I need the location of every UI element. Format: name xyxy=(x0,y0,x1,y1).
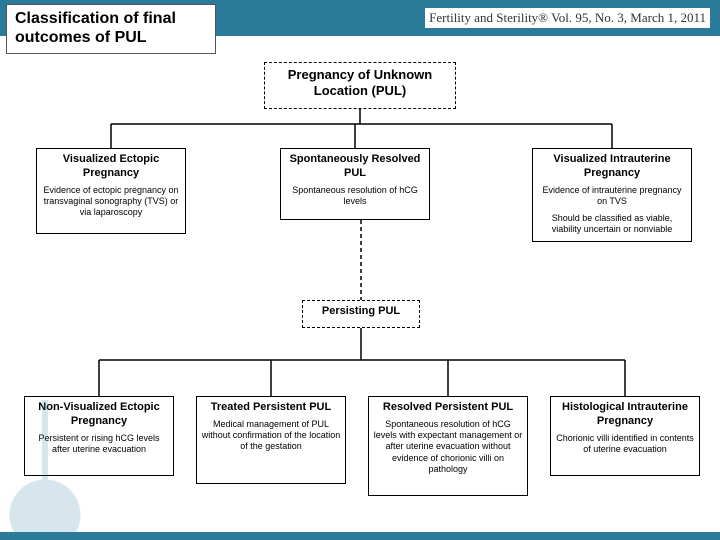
node-body: Medical management of PUL without confir… xyxy=(201,419,341,453)
node-title: Spontaneously Resolved PUL xyxy=(285,153,425,181)
node-body: Evidence of intrauterine pregnancy on TV… xyxy=(537,185,687,208)
node-rpp: Resolved Persistent PUL Spontaneous resol… xyxy=(368,396,528,496)
node-title: Pregnancy of Unknown Location (PUL) xyxy=(269,67,451,100)
node-body: Spontaneous resolution of hCG levels xyxy=(285,185,425,208)
node-title: Resolved Persistent PUL xyxy=(373,401,523,415)
node-title: Histological Intrauterine Pregnancy xyxy=(555,401,695,429)
node-tpp: Treated Persistent PUL Medical management… xyxy=(196,396,346,484)
node-title: Persisting PUL xyxy=(307,305,415,319)
node-srp: Spontaneously Resolved PUL Spontaneous re… xyxy=(280,148,430,220)
page-title: Classification of final outcomes of PUL xyxy=(6,4,216,54)
citation: Fertility and Sterility® Vol. 95, No. 3,… xyxy=(425,8,710,28)
node-body: Spontaneous resolution of hCG levels wit… xyxy=(373,419,523,475)
watermark-logo xyxy=(0,400,90,540)
footer-band xyxy=(0,532,720,540)
node-body: Evidence of ectopic pregnancy on transva… xyxy=(41,185,181,219)
node-pul: Persisting PUL xyxy=(302,300,420,328)
node-hip: Histological Intrauterine Pregnancy Chori… xyxy=(550,396,700,476)
node-vep: Visualized Ectopic Pregnancy Evidence of … xyxy=(36,148,186,234)
node-title: Visualized Ectopic Pregnancy xyxy=(41,153,181,181)
node-title: Treated Persistent PUL xyxy=(201,401,341,415)
node-body: Should be classified as viable, viabilit… xyxy=(537,213,687,236)
node-body: Chorionic villi identified in contents o… xyxy=(555,433,695,456)
node-vip: Visualized Intrauterine Pregnancy Evidenc… xyxy=(532,148,692,242)
node-title: Visualized Intrauterine Pregnancy xyxy=(537,153,687,181)
node-root: Pregnancy of Unknown Location (PUL) xyxy=(264,62,456,109)
